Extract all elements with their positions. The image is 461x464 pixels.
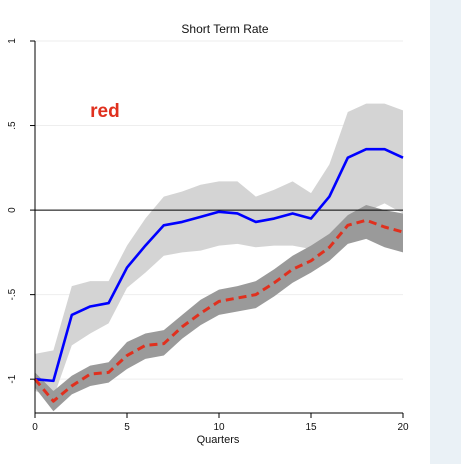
chart-title: Short Term Rate: [181, 22, 268, 36]
x-axis-title: Quarters: [197, 434, 240, 446]
x-tick-label-3: 15: [305, 422, 317, 433]
y-tick-label-4: 1: [7, 38, 18, 44]
line-chart: 0 5 10 15 20 -1 -.5 0 .5 1 Short Term Rate Quarter…: [7, 22, 409, 446]
confidence-band-0: [35, 103, 403, 398]
confidence-band-1: [35, 205, 403, 412]
x-tick-label-1: 5: [124, 422, 130, 433]
chart-container: 0 5 10 15 20 -1 -.5 0 .5 1 Short Term Rate Quarter…: [0, 0, 430, 464]
y-tick-label-1: -.5: [7, 288, 18, 300]
series-line-0: [34, 147, 404, 383]
y-tick-label-0: -1: [7, 374, 18, 383]
x-tick-label-4: 20: [397, 422, 409, 433]
y-tick-label-3: .5: [7, 121, 18, 130]
x-tick-label-2: 10: [213, 422, 225, 433]
series-line-1: [33, 218, 404, 403]
annotation-red: red: [90, 101, 120, 122]
x-tick-label-0: 0: [32, 422, 38, 433]
y-tick-label-2: 0: [7, 207, 18, 213]
